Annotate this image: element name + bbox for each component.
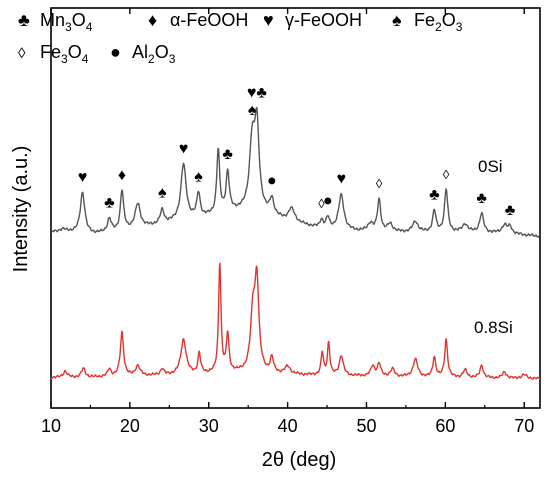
plot-frame xyxy=(50,7,541,409)
legend-subscript: 2 xyxy=(148,52,155,66)
x-tick-label-50: 50 xyxy=(356,416,376,436)
legend-label-4: Fe3O4 xyxy=(40,42,89,66)
legend-symbol-4: ◊ xyxy=(18,45,26,62)
legend-text-part: Al xyxy=(132,42,148,62)
legend-symbol-0: ♣ xyxy=(18,10,30,30)
legend-text-part: O xyxy=(442,10,456,30)
y-axis-label: Intensity (a.u.) xyxy=(10,146,32,273)
x-tick-label-60: 60 xyxy=(435,416,455,436)
peak-marker-6: ♣ xyxy=(222,146,233,163)
legend-subscript: 3 xyxy=(61,52,68,66)
peak-marker-16: ♣ xyxy=(476,190,487,207)
x-tick-label-70: 70 xyxy=(514,416,534,436)
x-axis-ticks: 10 20 30 40 50 60 70 xyxy=(41,8,534,436)
peak-marker-0: ♥ xyxy=(78,169,88,186)
series-line-0.8Si xyxy=(50,262,541,380)
peak-marker-17: ♣ xyxy=(505,202,516,219)
peak-marker-12: ♥ xyxy=(336,171,346,188)
peak-marker-13: ◊ xyxy=(376,176,383,191)
peak-marker-15: ◊ xyxy=(443,167,450,182)
legend-text-part: α-FeOOH xyxy=(170,10,248,30)
peak-marker-5: ♠ xyxy=(194,168,203,185)
legend-label-0: Mn3O4 xyxy=(40,10,93,34)
peak-marker-7: ♠ xyxy=(248,102,257,119)
legend-subscript: 3 xyxy=(456,20,463,34)
legend-symbol-1: ♦ xyxy=(148,10,157,30)
legend-text-part: γ-FeOOH xyxy=(285,10,362,30)
x-tick-label-30: 30 xyxy=(199,416,219,436)
legend-text-part: O xyxy=(155,42,169,62)
x-tick-label-20: 20 xyxy=(120,416,140,436)
x-axis-label: 2θ (deg) xyxy=(262,449,337,471)
peak-markers: ♥♣♦♠♥♠♣♠♥♣●◊●♥ ◊♣◊♣♣ xyxy=(78,85,516,219)
series-label-0Si: 0Si xyxy=(478,157,503,176)
peak-marker-9: ● xyxy=(267,173,277,190)
legend-label-3: Fe2O3 xyxy=(414,10,463,34)
peak-marker-10: ◊ xyxy=(318,196,325,211)
peak-marker-3: ♠ xyxy=(158,185,167,202)
legend-label-2: γ-FeOOH xyxy=(285,10,362,30)
series-label-0.8Si: 0.8Si xyxy=(474,318,513,337)
legend-subscript: 3 xyxy=(65,20,72,34)
peak-marker-14: ♣ xyxy=(429,186,440,203)
peak-marker-2: ♦ xyxy=(118,167,126,184)
x-tick-label-10: 10 xyxy=(41,416,61,436)
legend-label-5: Al2O3 xyxy=(132,42,176,66)
legend-subscript: 4 xyxy=(82,52,89,66)
plot-area: 0Si 0.8Si xyxy=(50,7,541,409)
legend-label-1: α-FeOOH xyxy=(170,10,248,30)
legend-text-part: Mn xyxy=(40,10,65,30)
legend-subscript: 2 xyxy=(435,20,442,34)
legend-symbol-3: ♠ xyxy=(392,10,402,30)
legend-symbol-5: ● xyxy=(110,42,121,62)
legend-subscript: 4 xyxy=(86,20,93,34)
peak-marker-8: ♥♣ xyxy=(247,85,268,102)
legend-subscript: 3 xyxy=(169,52,176,66)
legend-text-part: O xyxy=(72,10,86,30)
series-line-0Si xyxy=(50,107,541,238)
peak-marker-1: ♣ xyxy=(104,194,115,211)
legend-text-part: Fe xyxy=(414,10,435,30)
peak-marker-4: ♥ xyxy=(179,140,189,157)
legend: ♣ Mn3O4 ♦ α-FeOOH ♥ γ-FeOOH ♠ Fe2O3◊ Fe3O4 ● Al2O3 xyxy=(18,10,463,66)
legend-text-part: O xyxy=(68,42,82,62)
x-tick-label-40: 40 xyxy=(278,416,298,436)
legend-symbol-2: ♥ xyxy=(263,10,274,30)
peak-marker-11: ● xyxy=(323,193,333,210)
